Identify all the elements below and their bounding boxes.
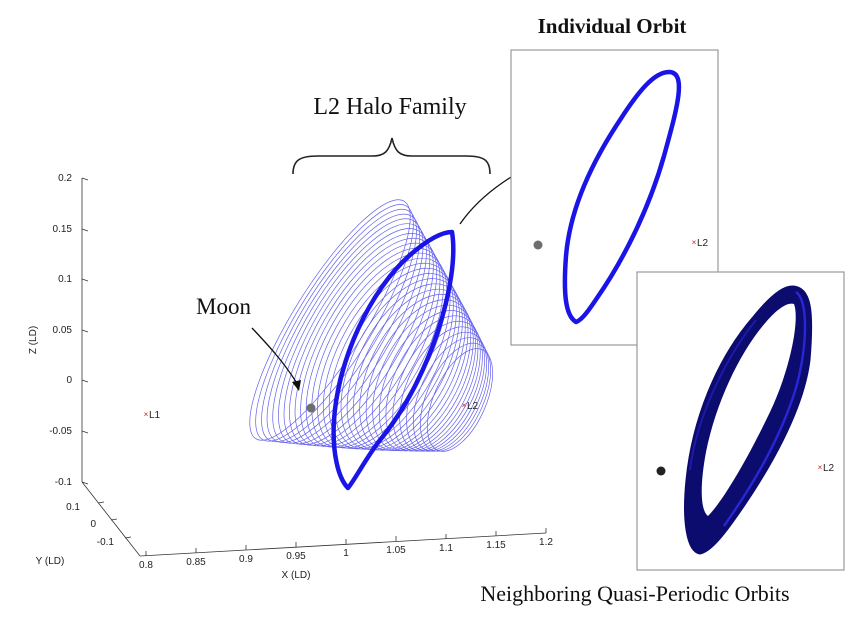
- family-brace: [292, 137, 491, 175]
- y-tick-label: -0.1: [97, 537, 115, 548]
- family-orbit-loop: [427, 348, 493, 452]
- y-tick-label: 0: [90, 519, 96, 530]
- l1-cross-icon: ×: [144, 410, 149, 419]
- family-orbit-loop: [385, 315, 481, 452]
- x-tick-label: 1.1: [439, 543, 453, 554]
- family-orbit-loop: [392, 320, 483, 452]
- individual-orbit-title: Individual Orbit: [538, 14, 687, 38]
- highlighted-halo-orbit: [331, 229, 456, 491]
- halo-family-orbits: [249, 199, 493, 452]
- family-orbit-loop: [328, 267, 457, 450]
- z-axis-label: Z (LD): [28, 326, 39, 354]
- family-orbit-loop: [255, 204, 414, 442]
- moon-arrow: [251, 327, 299, 386]
- family-orbit-loop: [353, 288, 469, 451]
- z-tick-label: 0: [66, 375, 72, 386]
- individual-moon-marker: [533, 240, 543, 250]
- z-tick-label: 0.2: [58, 173, 72, 184]
- family-orbit-loop: [413, 337, 489, 452]
- family-orbit-loop: [420, 342, 491, 452]
- z-tick-label: 0.1: [58, 274, 72, 285]
- family-orbit-loop: [378, 310, 479, 452]
- quasi-periodic-title: Neighboring Quasi-Periodic Orbits: [480, 581, 789, 606]
- l2-marker: × L2: [462, 401, 479, 412]
- axis-tick-labels: 0.2 0.15 0.1 0.05 0 -0.05 -0.1 0.1 0 -0.…: [28, 173, 553, 581]
- z-tick-label: 0.05: [53, 325, 73, 336]
- moon-arrowhead-icon: [292, 380, 301, 391]
- individual-orbit-path: [562, 69, 682, 325]
- l1-marker: × L1: [144, 410, 161, 421]
- family-orbit-loop: [278, 223, 427, 445]
- y-tick-label: 0.1: [66, 502, 80, 513]
- x-tick-label: 0.9: [239, 554, 253, 565]
- quasi-periodic-panel: × L2: [636, 271, 845, 571]
- x-tick-label: 0.8: [139, 560, 153, 571]
- quasi-torus-edge: [723, 291, 807, 527]
- y-axis-line: [81, 481, 141, 557]
- family-orbit-loop: [289, 233, 434, 446]
- moon-marker: [306, 403, 316, 413]
- z-tick-label: -0.1: [55, 477, 73, 488]
- moon-label: Moon: [196, 294, 251, 319]
- halo-family-title: L2 Halo Family: [313, 94, 466, 120]
- family-orbit-loop: [300, 242, 441, 447]
- l1-label: L1: [149, 410, 161, 421]
- y-axis-label: Y (LD): [36, 556, 65, 567]
- x-axis-label: X (LD): [282, 570, 311, 581]
- z-tick-label: -0.05: [49, 426, 72, 437]
- l2-cross-icon: ×: [462, 401, 467, 410]
- l2-label: L2: [467, 401, 479, 412]
- x-tick-label: 1.05: [386, 545, 406, 556]
- family-orbit-loop: [272, 218, 424, 444]
- family-orbit-loop: [359, 294, 472, 451]
- axes-3d: [81, 177, 547, 557]
- family-orbit-loop: [365, 299, 474, 451]
- individual-l2-cross-icon: ×: [692, 238, 697, 247]
- x-tick-label: 0.85: [186, 557, 206, 568]
- quasi-torus-hole: [701, 303, 796, 516]
- family-orbit-loop: [372, 304, 476, 452]
- quasi-l2-label: L2: [823, 463, 835, 474]
- x-axis-line: [139, 532, 547, 557]
- family-orbit-loop: [266, 213, 421, 443]
- x-tick-label: 1: [343, 548, 349, 559]
- family-orbit-loop: [399, 326, 485, 452]
- family-orbit-loop: [283, 228, 431, 446]
- quasi-torus-inner-edge: [689, 319, 757, 471]
- x-tick-label: 1.2: [539, 537, 553, 548]
- family-orbit-loop: [322, 262, 454, 449]
- family-orbit-loop: [305, 247, 444, 448]
- x-tick-label: 0.95: [286, 551, 306, 562]
- individual-l2-label: L2: [697, 238, 709, 249]
- x-tick-label: 1.15: [486, 540, 506, 551]
- quasi-l2-cross-icon: ×: [818, 463, 823, 472]
- family-orbit-loop: [340, 278, 463, 450]
- z-tick-label: 0.15: [53, 224, 73, 235]
- quasi-moon-marker: [656, 466, 666, 476]
- family-orbit-loop: [261, 208, 417, 443]
